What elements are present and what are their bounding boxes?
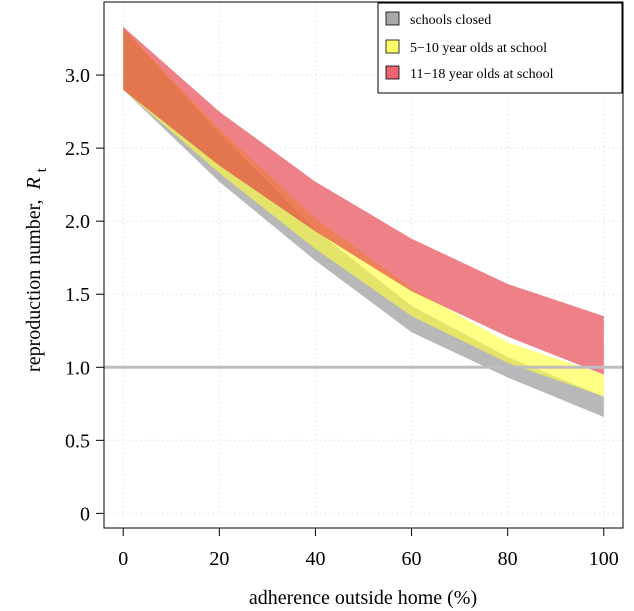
y-tick-label: 3.0: [65, 65, 90, 87]
x-tick-label: 40: [305, 548, 325, 570]
band-11-18-year-olds-at-school: [123, 26, 604, 375]
legend-swatch-11-18-year-olds: [385, 65, 400, 80]
y-axis-label: reproduction number, R t: [23, 167, 50, 372]
confidence-bands: [123, 26, 604, 418]
y-tick-label: 0.5: [65, 430, 90, 452]
y-axis-label-symbol: R: [23, 177, 45, 190]
x-axis-label: adherence outside home (%): [249, 587, 477, 609]
y-tick-label: 1.5: [65, 284, 90, 306]
band-5-10-year-olds-at-school: [123, 28, 604, 397]
legend-label-schools-closed: schools closed: [410, 13, 491, 28]
legend-swatch-schools-closed: [385, 11, 400, 26]
legend-label-11-18-year-olds: 11−18 year olds at school: [410, 67, 554, 82]
y-axis: 0 0.5 1.0 1.5 2.0 2.5 3.0: [65, 65, 104, 525]
y-tick-label: 2.0: [65, 211, 90, 233]
x-tick-label: 60: [402, 548, 422, 570]
x-tick-label: 80: [498, 548, 518, 570]
plot-frame: [103, 1, 624, 529]
y-axis-label-main: reproduction number,: [23, 199, 45, 371]
y-tick-label: 2.5: [65, 138, 90, 160]
x-tick-label: 100: [589, 548, 619, 570]
legend-swatch-5-10-year-olds: [385, 39, 400, 54]
y-tick-label: 1.0: [65, 357, 90, 379]
x-axis: 0 20 40 60 80 100: [118, 528, 619, 570]
x-tick-label: 0: [118, 548, 128, 570]
legend-label-5-10-year-olds: 5−10 year olds at school: [410, 41, 547, 56]
legend: schools closed 5−10 year olds at school …: [377, 2, 623, 94]
legend-frame: [377, 2, 623, 94]
y-tick-label: 0: [80, 503, 90, 525]
x-tick-label: 20: [209, 548, 229, 570]
y-axis-label-subscript: t: [34, 167, 50, 172]
